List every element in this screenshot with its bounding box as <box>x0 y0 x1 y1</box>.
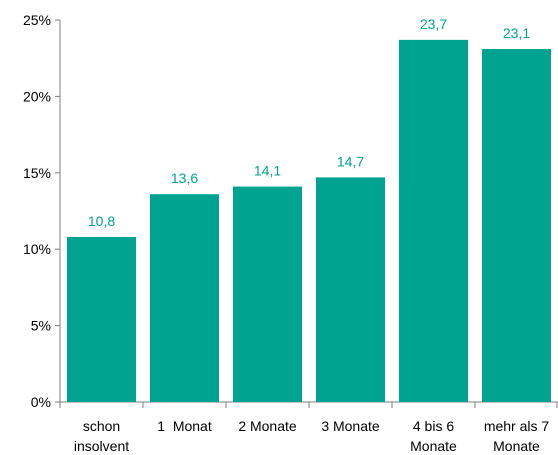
bar <box>233 186 302 402</box>
y-tick-label: 15% <box>23 165 51 181</box>
data-label: 14,7 <box>337 153 364 169</box>
x-tick-label: Monate <box>493 438 540 454</box>
data-label: 14,1 <box>254 163 281 179</box>
data-label: 10,8 <box>88 213 115 229</box>
x-tick-label: 1 Monat <box>157 418 212 434</box>
x-tick-label: 4 bis 6 <box>413 418 454 434</box>
x-tick-label: schon <box>83 418 120 434</box>
category-labels: schon insolvent 1 Monat 2 Monate 3 Monate 4 b… <box>74 418 550 454</box>
x-tick-label: Monate <box>410 438 457 454</box>
bar <box>482 49 551 402</box>
x-tick-label: mehr als 7 <box>484 418 550 434</box>
x-tick-label: 3 Monate <box>321 418 380 434</box>
bar <box>67 236 136 402</box>
data-label: 23,1 <box>503 25 530 41</box>
y-tick-label: 5% <box>31 318 51 334</box>
y-tick-label: 20% <box>23 88 51 104</box>
y-tick-label: 10% <box>23 241 51 257</box>
y-tick-label: 0% <box>31 394 51 410</box>
x-tick-label: insolvent <box>74 438 129 454</box>
bar <box>150 194 219 402</box>
y-axis: 0% 5% 10% 15% 20% 25% <box>23 12 61 410</box>
data-labels: 10,8 13,6 14,1 14,7 23,7 23,1 <box>88 16 530 229</box>
x-tick-label: 2 Monate <box>238 418 297 434</box>
bar <box>316 177 385 402</box>
data-label: 23,7 <box>420 16 447 32</box>
bar <box>399 39 468 402</box>
y-tick-label: 25% <box>23 12 51 28</box>
x-axis <box>55 401 558 408</box>
data-label: 13,6 <box>171 170 198 186</box>
bars <box>67 39 551 402</box>
